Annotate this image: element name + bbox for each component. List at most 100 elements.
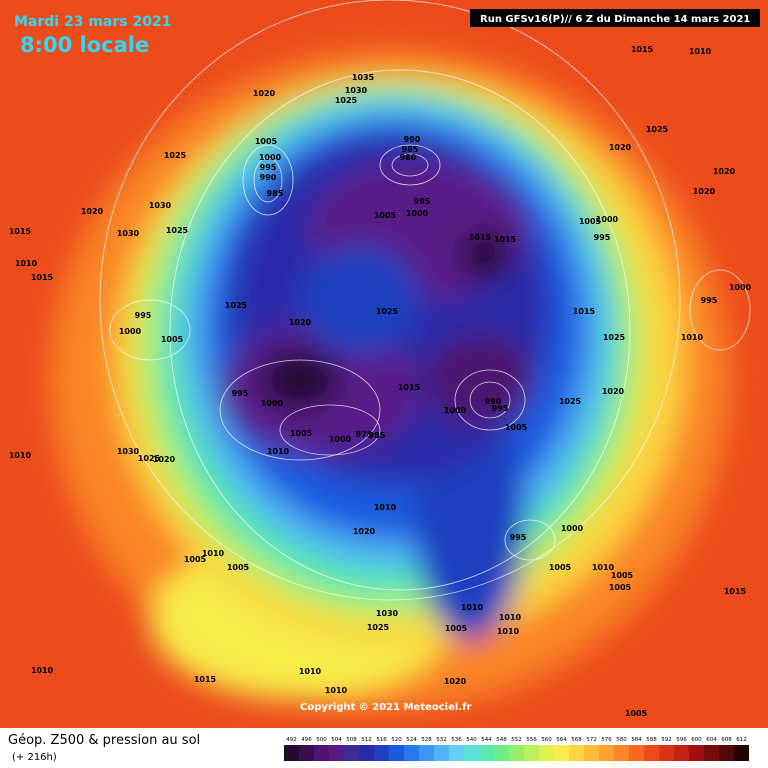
- legend-swatch: [719, 745, 734, 761]
- pressure-label: 1015: [194, 675, 217, 684]
- pressure-label: 1020: [609, 143, 632, 152]
- pressure-label: 1005: [549, 563, 572, 572]
- footer-title: Géop. Z500 & pression au sol: [8, 733, 200, 748]
- copyright: Copyright © 2021 Meteociel.fr: [300, 702, 471, 713]
- legend-swatch: [434, 745, 449, 761]
- pressure-label: 1005: [374, 211, 397, 220]
- legend-swatch: [329, 745, 344, 761]
- pressure-label: 1010: [325, 686, 348, 695]
- pressure-label: 990: [485, 397, 502, 406]
- pressure-label: 1005: [290, 429, 313, 438]
- pressure-label: 990: [404, 135, 421, 144]
- isobars: [99, 0, 751, 601]
- pressure-label: 1010: [499, 613, 522, 622]
- legend-value: 556: [526, 737, 537, 743]
- pressure-label: 1025: [164, 151, 187, 160]
- pressure-label: 1010: [31, 666, 54, 675]
- pressure-label: 1000: [261, 399, 284, 408]
- pressure-label: 1025: [138, 454, 161, 463]
- pressure-label: 1025: [166, 226, 189, 235]
- legend-value: 496: [301, 737, 312, 743]
- legend-value: 588: [646, 737, 657, 743]
- pressure-label: 1025: [559, 397, 582, 406]
- pressure-label: 995: [414, 197, 431, 206]
- legend-value: 584: [631, 737, 642, 743]
- pressure-label: 995: [260, 163, 277, 172]
- pressure-label: 1020: [444, 677, 467, 686]
- legend-value: 604: [706, 737, 717, 743]
- pressure-label: 1015: [469, 233, 492, 242]
- pressure-label: 990: [260, 173, 277, 182]
- legend-value: 532: [436, 737, 447, 743]
- pressure-label: 995: [232, 389, 249, 398]
- pressure-label: 1005: [611, 571, 634, 580]
- legend-value: 608: [721, 737, 732, 743]
- time: 8:00 locale: [20, 33, 149, 57]
- pressure-label: 1030: [376, 609, 399, 618]
- legend-value: 540: [466, 737, 477, 743]
- pressure-label: 1025: [376, 307, 399, 316]
- pressure-label: 1005: [579, 217, 602, 226]
- legend-swatch: [704, 745, 719, 761]
- pressure-label: 985: [402, 145, 419, 154]
- pressure-label: 995: [492, 404, 509, 413]
- legend-swatch: [344, 745, 359, 761]
- pressure-label: 1000: [561, 524, 584, 533]
- legend-value: 520: [391, 737, 402, 743]
- pressure-label: 1005: [227, 563, 250, 572]
- legend-value: 516: [376, 737, 387, 743]
- run-info: Run GFSv16(P)// 6 Z du Dimanche 14 mars …: [480, 14, 750, 25]
- pressure-label: 1020: [353, 527, 376, 536]
- legend-swatch: [284, 745, 299, 761]
- legend-value: 536: [451, 737, 462, 743]
- pressure-label: 1020: [253, 89, 276, 98]
- legend-value: 492: [286, 737, 297, 743]
- legend-value: 528: [421, 737, 432, 743]
- legend-swatch: [419, 745, 434, 761]
- pressure-label: 1000: [444, 406, 467, 415]
- legend-value: 580: [616, 737, 627, 743]
- pressure-label: 1020: [153, 455, 176, 464]
- legend-value: 560: [541, 737, 552, 743]
- pressure-label: 1015: [724, 587, 747, 596]
- pressure-label: 995: [510, 533, 527, 542]
- legend-swatch: [464, 745, 479, 761]
- pressure-label: 975: [356, 430, 373, 439]
- pressure-label: 1005: [255, 137, 278, 146]
- legend-swatch: [569, 745, 584, 761]
- pressure-label: 1005: [625, 709, 648, 718]
- pressure-label: 1010: [497, 627, 520, 636]
- legend-swatch: [509, 745, 524, 761]
- pressure-label: 1010: [681, 333, 704, 342]
- legend-swatch: [479, 745, 494, 761]
- legend-swatch: [404, 745, 419, 761]
- pressure-label: 1010: [299, 667, 322, 676]
- pressure-label: 1010: [15, 259, 38, 268]
- pressure-label: 1025: [646, 125, 669, 134]
- lead-time: (+ 216h): [12, 752, 57, 763]
- date: Mardi 23 mars 2021: [14, 14, 171, 30]
- pressure-label: 1015: [494, 235, 517, 244]
- legend-swatch: [524, 745, 539, 761]
- legend-value: 564: [556, 737, 567, 743]
- pressure-labels: 1015 101010351030102510201025102099098598…: [9, 45, 752, 718]
- pressure-label: 1000: [329, 435, 352, 444]
- pressure-label: 1010: [461, 603, 484, 612]
- legend-value: 576: [601, 737, 612, 743]
- legend-value: 500: [316, 737, 327, 743]
- pressure-label: 1000: [119, 327, 142, 336]
- pressure-label: 1020: [289, 318, 312, 327]
- pressure-label: 985: [267, 189, 284, 198]
- legend-swatch: [359, 745, 374, 761]
- legend-value: 552: [511, 737, 522, 743]
- pressure-label: 1030: [149, 201, 172, 210]
- pressure-label: 1010: [202, 549, 225, 558]
- legend-value: 600: [691, 737, 702, 743]
- legend-swatch: [629, 745, 644, 761]
- legend-swatch: [734, 745, 749, 761]
- pressure-label: 1005: [161, 335, 184, 344]
- pressure-label: 1010: [592, 563, 615, 572]
- pressure-label: 1015: [9, 227, 32, 236]
